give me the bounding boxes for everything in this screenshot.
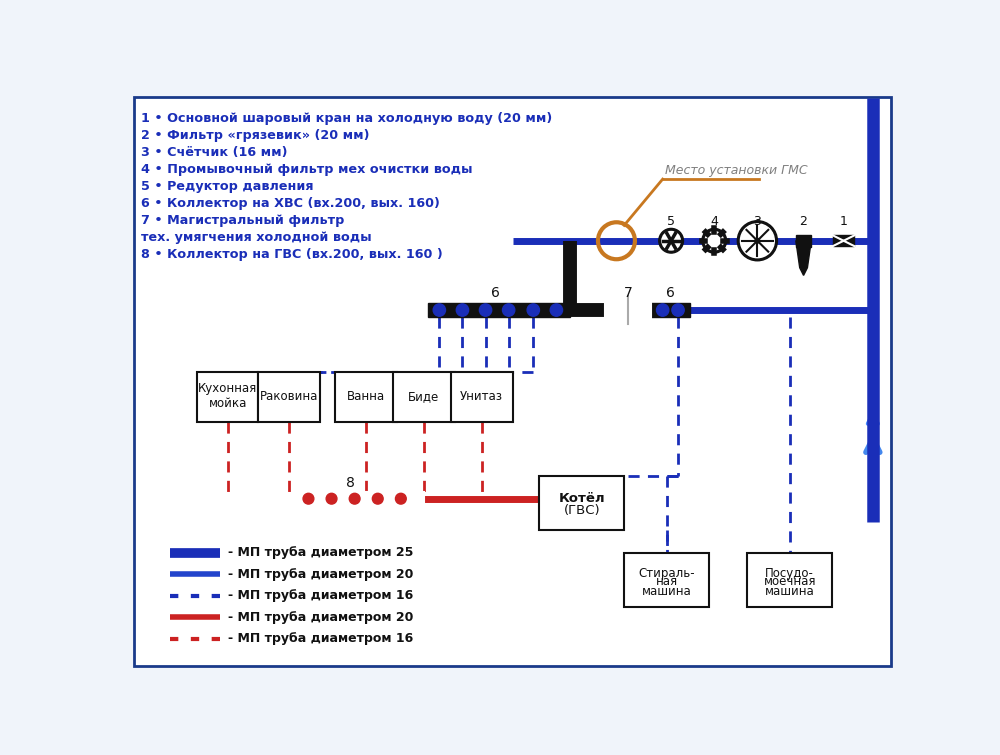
Bar	[796, 235, 811, 247]
Text: моечная: моечная	[763, 575, 816, 588]
Circle shape	[656, 304, 669, 316]
Bar	[651, 303, 690, 317]
Text: 2 • Фильтр «грязевик» (20 мм): 2 • Фильтр «грязевик» (20 мм)	[141, 129, 370, 142]
Text: ная: ная	[655, 575, 678, 588]
Text: 3: 3	[753, 215, 761, 228]
Text: 2: 2	[800, 215, 807, 228]
Circle shape	[303, 493, 314, 504]
Bar	[451, 371, 512, 422]
Text: Ванна: Ванна	[347, 390, 385, 402]
Text: - МП труба диаметром 25: - МП труба диаметром 25	[228, 546, 413, 559]
Text: 6: 6	[491, 286, 500, 300]
Text: 5: 5	[667, 215, 675, 228]
Polygon shape	[796, 241, 811, 276]
Bar	[393, 371, 455, 422]
Circle shape	[755, 239, 760, 243]
Circle shape	[737, 220, 777, 260]
Bar	[539, 476, 624, 529]
Text: Стираль-: Стираль-	[638, 567, 695, 580]
Text: Место установки ГМС: Место установки ГМС	[665, 164, 808, 177]
Circle shape	[550, 304, 563, 316]
Text: - МП труба диаметром 16: - МП труба диаметром 16	[228, 589, 413, 602]
Bar	[197, 371, 258, 422]
Text: 1: 1	[840, 215, 848, 228]
Text: Унитаз: Унитаз	[460, 390, 503, 402]
Circle shape	[672, 304, 684, 316]
Circle shape	[372, 493, 383, 504]
Text: 3 • Счётчик (16 мм): 3 • Счётчик (16 мм)	[141, 146, 288, 159]
Text: 5 • Редуктор давления: 5 • Редуктор давления	[141, 180, 314, 193]
Text: 7: 7	[624, 286, 632, 300]
Text: - МП труба диаметром 20: - МП труба диаметром 20	[228, 611, 413, 624]
Circle shape	[705, 232, 723, 250]
Text: 1 • Основной шаровый кран на холодную воду (20 мм): 1 • Основной шаровый кран на холодную во…	[141, 112, 553, 125]
Text: - МП труба диаметром 20: - МП труба диаметром 20	[228, 568, 413, 581]
Circle shape	[326, 493, 337, 504]
Circle shape	[662, 232, 680, 250]
Bar	[833, 236, 854, 246]
Text: (ГВС): (ГВС)	[563, 504, 600, 516]
Text: Кухонная
мойка: Кухонная мойка	[198, 382, 257, 410]
Bar	[605, 293, 651, 327]
Circle shape	[349, 493, 360, 504]
Circle shape	[479, 304, 492, 316]
Circle shape	[395, 493, 406, 504]
Bar	[747, 553, 832, 606]
Text: 7 • Магистральный фильтр: 7 • Магистральный фильтр	[141, 214, 345, 226]
Text: - МП труба диаметром 16: - МП труба диаметром 16	[228, 633, 413, 646]
Circle shape	[702, 229, 727, 253]
Bar	[624, 553, 709, 606]
Text: 8: 8	[346, 476, 355, 490]
Text: Котёл: Котёл	[558, 492, 605, 505]
Text: 6: 6	[666, 286, 675, 300]
Text: тех. умягчения холодной воды: тех. умягчения холодной воды	[141, 231, 372, 244]
Circle shape	[740, 223, 774, 257]
Circle shape	[659, 229, 683, 253]
Bar	[428, 303, 570, 317]
Text: 4 • Промывочный фильтр мех очистки воды: 4 • Промывочный фильтр мех очистки воды	[141, 163, 473, 176]
Text: 6 • Коллектор на ХВС (вх.200, вых. 160): 6 • Коллектор на ХВС (вх.200, вых. 160)	[141, 197, 440, 210]
Bar	[258, 371, 320, 422]
Bar	[335, 371, 397, 422]
Text: 8 • Коллектор на ГВС (вх.200, вых. 160 ): 8 • Коллектор на ГВС (вх.200, вых. 160 )	[141, 248, 443, 260]
Bar	[293, 492, 424, 506]
Text: машина: машина	[642, 584, 691, 598]
Text: 4: 4	[710, 215, 718, 228]
Text: Посудо-: Посудо-	[765, 567, 814, 580]
Text: Биде: Биде	[408, 390, 440, 402]
Circle shape	[456, 304, 469, 316]
Text: машина: машина	[765, 584, 815, 598]
Circle shape	[433, 304, 446, 316]
Circle shape	[502, 304, 515, 316]
Circle shape	[527, 304, 539, 316]
Text: Раковина: Раковина	[260, 390, 318, 402]
